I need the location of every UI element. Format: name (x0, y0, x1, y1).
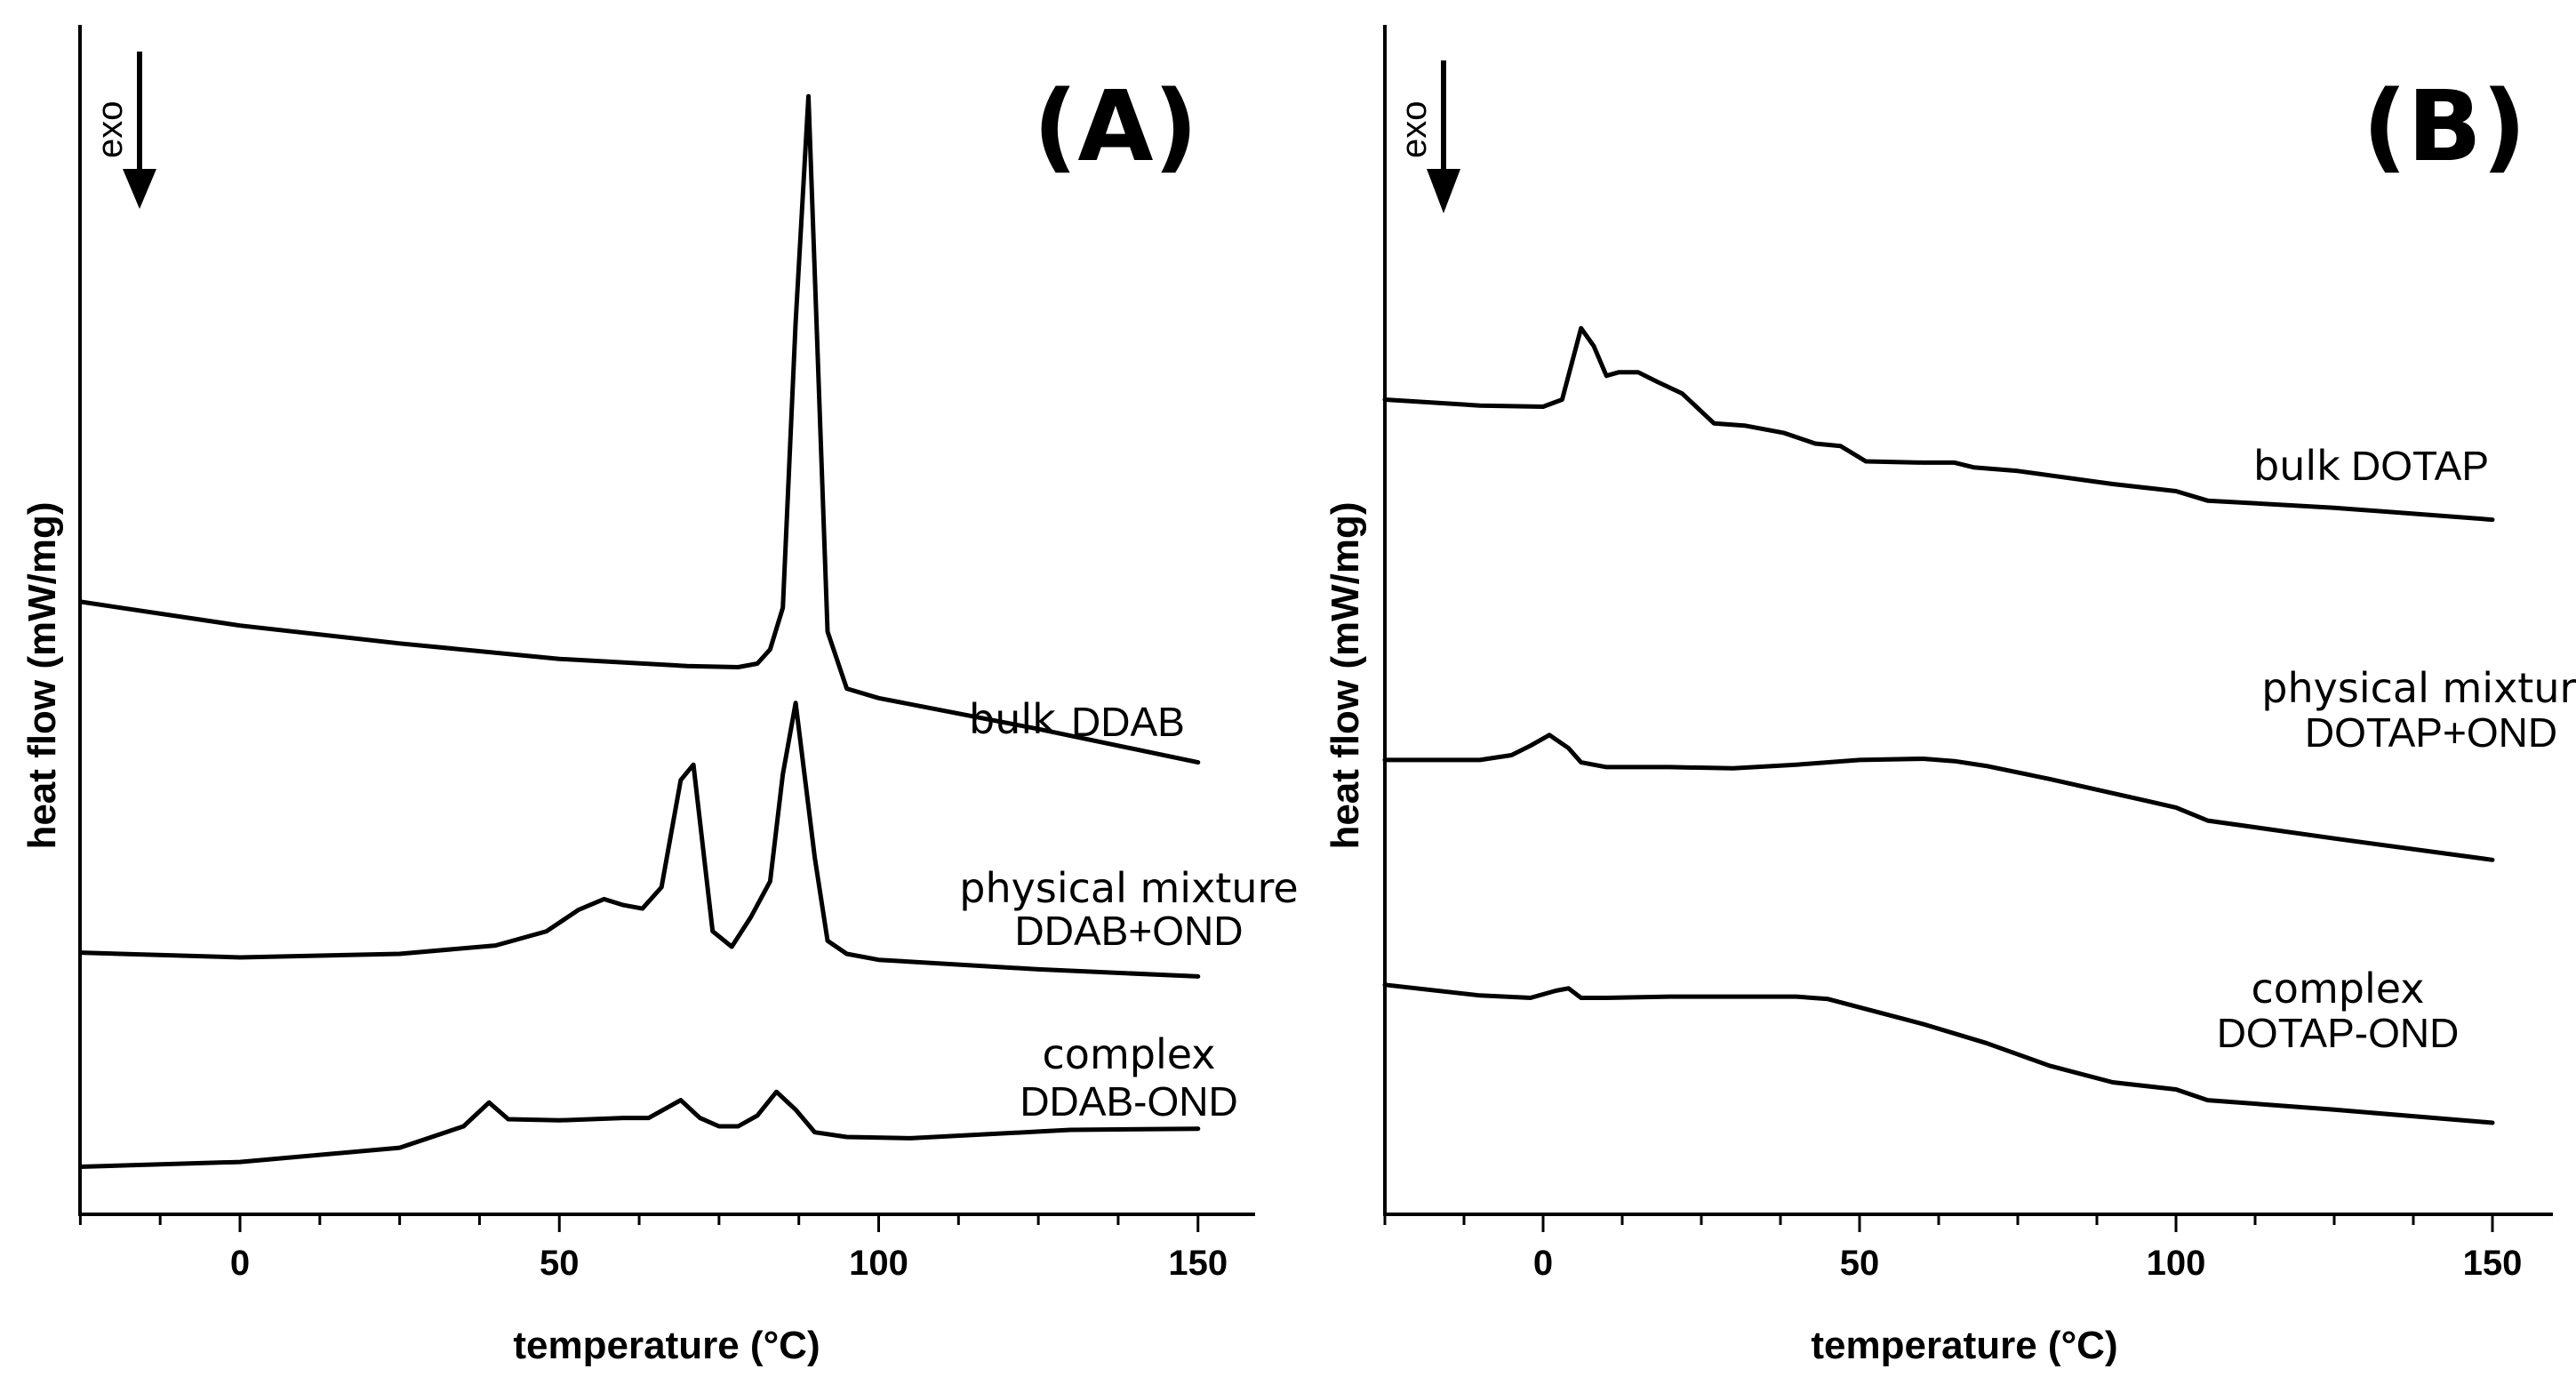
panel-a-series-labels: bulk DDAB physical mixture DDAB+OND comp… (959, 695, 1298, 1125)
panel-a-x-tick-label: 150 (1168, 1244, 1228, 1283)
panel-b-label-bulk-dotap-part2: DOTAP (2351, 443, 2489, 489)
panel-b-tick-labels: 0 50 100 150 (1533, 1244, 2523, 1283)
panel-a-series-line-physical-mixture-ddab-ond (77, 701, 1201, 979)
panel-b-x-tick-label: 100 (2147, 1244, 2206, 1283)
panel-b-exo-label: exo (1395, 101, 1434, 159)
panel-b-y-axis-title: heat flow (mW/mg) (1324, 501, 1367, 849)
panel-a-ticks (78, 1214, 1200, 1232)
panel-a: 0 50 100 150 temperature (°C) heat flow (mW… (20, 25, 1299, 1367)
panel-b-label-complex-part2: DOTAP-OND (2217, 1010, 2460, 1056)
panel-a-exo-label: exo (91, 101, 130, 159)
panel-b-series-line-bulk-dotap (1382, 325, 2495, 523)
panel-a-exo-arrow-icon (123, 169, 156, 209)
panel-b-ticks (1383, 1214, 2494, 1232)
panel-b-label: (B) (2363, 69, 2526, 183)
panel-b-x-axis-title: temperature (°C) (1811, 1324, 2117, 1367)
panel-b: 0 50 100 150 temperature (°C) heat flow (mW… (1324, 25, 2576, 1367)
panel-a-series-line-complex-ddab-ond (77, 1089, 1201, 1169)
panel-a-exo-indicator: exo (91, 52, 156, 209)
panel-b-label-physical-mixture-part1: physical mixture (2261, 664, 2576, 712)
panel-a-x-tick-label: 0 (230, 1244, 250, 1283)
panel-a-label-bulk-ddab-part2: DDAB (1071, 699, 1185, 745)
panel-a-label-complex-part2: DDAB-OND (1020, 1078, 1237, 1125)
panel-b-series-line-physical-mixture-dotap-ond (1382, 733, 2495, 862)
panel-a-tick-labels: 0 50 100 150 (230, 1244, 1228, 1283)
panel-a-x-tick-label: 50 (540, 1244, 580, 1283)
panel-b-label-physical-mixture-part2: DOTAP+OND (2305, 709, 2557, 756)
panel-b-x-tick-label: 0 (1533, 1244, 1553, 1283)
panel-a-x-tick-label: 100 (849, 1244, 908, 1283)
panel-b-x-tick-label: 50 (1840, 1244, 1880, 1283)
panel-b-exo-arrow-icon (1427, 169, 1460, 213)
panel-b-label-bulk-dotap-part1: bulk (2253, 442, 2340, 490)
panel-a-y-axis-title: heat flow (mW/mg) (20, 501, 64, 849)
panel-a-label: (A) (1033, 69, 1198, 183)
panel-b-series-labels: bulk DOTAP physical mixture DOTAP+OND co… (2217, 442, 2576, 1056)
panel-a-series (77, 93, 1201, 1169)
panel-a-label-physical-mixture-part1: physical mixture (959, 864, 1298, 912)
panel-b-exo-indicator: exo (1395, 60, 1460, 213)
panel-a-label-bulk-ddab-part1: bulk (969, 695, 1056, 743)
panel-b-x-tick-label: 150 (2463, 1244, 2523, 1283)
panel-b-series-line-complex-dotap-ond (1382, 982, 2495, 1125)
panel-a-label-physical-mixture-part2: DDAB+OND (1015, 908, 1244, 954)
panel-b-label-complex-part1: complex (2252, 965, 2425, 1013)
panel-a-x-axis-title: temperature (°C) (513, 1324, 820, 1367)
panel-a-series-line-bulk-ddab (77, 93, 1201, 765)
panel-a-label-complex-part1: complex (1043, 1030, 1216, 1078)
panel-b-series (1382, 325, 2495, 1125)
